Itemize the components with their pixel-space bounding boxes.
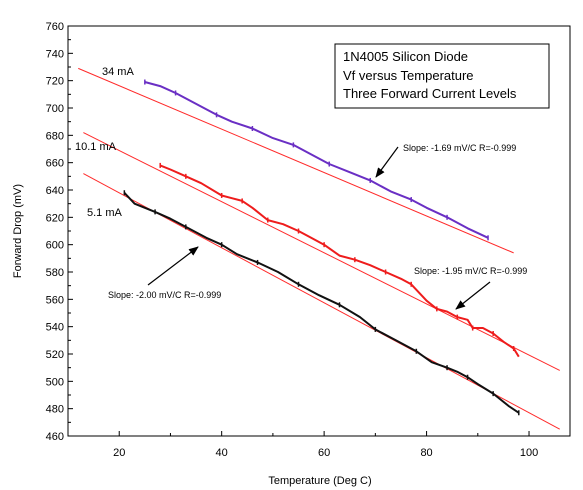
slope-arrow-5ma [147, 246, 199, 286]
x-tick-label: 40 [216, 447, 228, 459]
y-tick-label: 540 [46, 322, 64, 334]
y-tick-label: 740 [46, 48, 64, 60]
x-axis-label: Temperature (Deg C) [268, 475, 371, 487]
fit-line [78, 67, 514, 254]
x-tick-label: 100 [520, 447, 538, 459]
series-label-34ma: 34 mA [102, 66, 134, 78]
y-tick-label: 680 [46, 130, 64, 142]
y-tick-label: 640 [46, 185, 64, 197]
title-line-3: Three Forward Current Levels [343, 86, 517, 101]
slope-arrow-34ma [375, 146, 399, 178]
title-line-1: 1N4005 Silicon Diode [343, 49, 468, 64]
fit-lines [78, 67, 560, 430]
title-box: 1N4005 Silicon Diode Vf versus Temperatu… [334, 43, 550, 109]
slope-annotation-5ma: Slope: -2.00 mV/C R=-0.999 [108, 290, 221, 300]
series-line [159, 164, 520, 358]
series-label-10ma: 10.1 mA [75, 141, 117, 153]
y-tick-label: 480 [46, 404, 64, 416]
series-lines [123, 79, 520, 416]
y-axis-label: Forward Drop (mV) [12, 184, 24, 278]
x-tick-label: 80 [420, 447, 432, 459]
y-tick-label: 660 [46, 158, 64, 170]
y-tick-label: 520 [46, 349, 64, 361]
series-line [123, 192, 520, 414]
x-tick-label: 60 [318, 447, 330, 459]
fit-line [83, 132, 560, 371]
title-line-2: Vf versus Temperature [343, 68, 474, 83]
series-line [144, 81, 489, 239]
y-tick-label: 560 [46, 294, 64, 306]
series-label-5ma: 5.1 mA [87, 207, 123, 219]
slope-annotation-10ma: Slope: -1.95 mV/C R=-0.999 [414, 266, 527, 276]
y-tick-label: 620 [46, 212, 64, 224]
y-tick-label: 760 [46, 21, 64, 33]
y-tick-label: 720 [46, 76, 64, 88]
y-tick-label: 500 [46, 376, 64, 388]
slope-annotation-34ma: Slope: -1.69 mV/C R=-0.999 [403, 143, 516, 153]
slope-arrow-10ma [455, 281, 491, 310]
y-axis: 460 480 500 520 540 560 580 600 620 640 660 680 700 7… [46, 21, 73, 443]
y-tick-label: 700 [46, 103, 64, 115]
x-tick-label: 20 [113, 447, 125, 459]
y-tick-label: 600 [46, 240, 64, 252]
y-tick-label: 580 [46, 267, 64, 279]
y-tick-label: 460 [46, 431, 64, 443]
x-axis: 20 40 60 80 100 [67, 431, 538, 459]
